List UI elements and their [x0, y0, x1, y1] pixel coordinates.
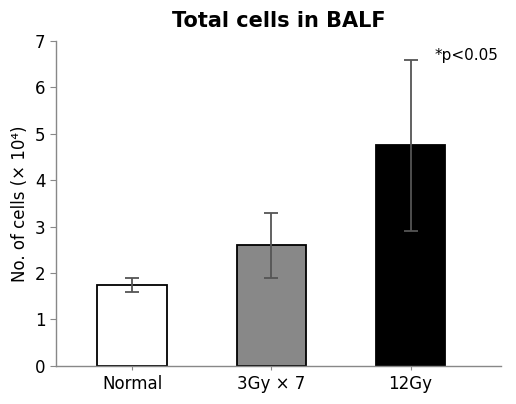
Title: Total cells in BALF: Total cells in BALF [171, 11, 385, 31]
Bar [237, 245, 306, 366]
Text: *p<0.05: *p<0.05 [434, 48, 498, 63]
Bar [98, 285, 167, 366]
Y-axis label: No. of cells (× 10⁴): No. of cells (× 10⁴) [11, 125, 29, 282]
Bar [376, 145, 445, 366]
